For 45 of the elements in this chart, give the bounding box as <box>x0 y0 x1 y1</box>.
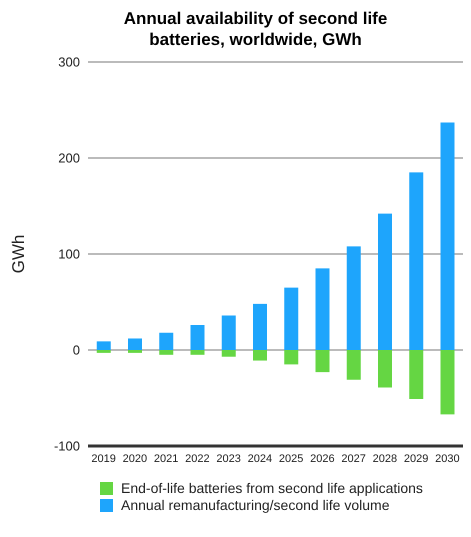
bar <box>316 350 330 372</box>
x-tick-label: 2030 <box>435 452 460 465</box>
bar <box>96 350 111 353</box>
y-axis-title: GWh <box>9 234 28 274</box>
bar <box>316 268 330 350</box>
chart-title: Annual availability of second life batteries, worldwide, GWh <box>122 8 388 50</box>
x-tick-label: 2028 <box>372 452 398 465</box>
x-tick-label: 2026 <box>310 452 335 465</box>
bar <box>378 350 392 388</box>
x-tick-label: 2023 <box>216 452 241 465</box>
bar <box>346 246 361 350</box>
y-tick-label: 0 <box>72 342 80 358</box>
y-tick-label: 300 <box>58 54 80 70</box>
y-tick-label: -100 <box>54 438 80 454</box>
bar <box>409 172 424 350</box>
bar <box>190 325 204 350</box>
bar <box>440 350 454 414</box>
x-tick-label: 2021 <box>154 452 178 465</box>
x-tick-label: 2024 <box>248 452 272 465</box>
bar <box>253 350 267 361</box>
bar <box>159 332 174 350</box>
bar <box>284 350 298 364</box>
y-tick-label: 200 <box>58 150 80 166</box>
bar <box>96 341 111 350</box>
bar <box>128 338 142 350</box>
x-tick-label: 2020 <box>122 452 148 465</box>
bar <box>159 350 174 355</box>
bar <box>190 350 204 355</box>
x-tick-label: 2029 <box>404 452 428 465</box>
y-tick-label: 100 <box>58 246 80 262</box>
bar <box>253 304 267 350</box>
x-tick-label: 2025 <box>278 452 304 465</box>
bar <box>346 350 361 380</box>
x-tick-label: 2027 <box>341 452 366 465</box>
bar <box>440 122 454 350</box>
x-tick-label: 2022 <box>185 452 210 465</box>
bar <box>378 214 392 350</box>
bar <box>409 350 424 399</box>
bar <box>222 315 236 350</box>
legend-label: End-of-life batteries from second life applications <box>121 480 423 497</box>
x-tick-label: 2019 <box>91 452 116 465</box>
legend-label: Annual remanufacturing/second life volume <box>121 497 390 514</box>
bar <box>222 350 236 357</box>
bar <box>284 288 298 350</box>
bar <box>128 350 142 353</box>
